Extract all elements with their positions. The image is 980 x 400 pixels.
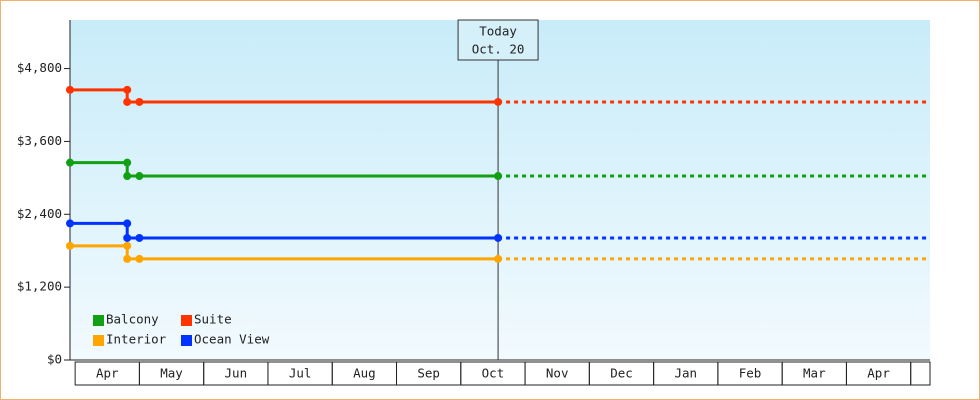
point	[494, 233, 503, 242]
today-date: Oct. 20	[472, 42, 525, 57]
point	[66, 241, 74, 250]
point	[494, 172, 503, 181]
point	[123, 97, 132, 106]
point	[123, 219, 132, 228]
x-tick-label: Jul	[289, 366, 312, 381]
x-tick-label: Sep	[417, 366, 440, 381]
point	[66, 158, 74, 167]
x-tick-label: May	[160, 366, 183, 381]
legend-label: Suite	[194, 312, 232, 327]
y-tick-label: $3,600	[17, 133, 62, 148]
x-tick-label: Apr	[867, 366, 890, 381]
point	[135, 172, 144, 181]
x-tick-label: Aug	[353, 366, 376, 381]
x-tick-label: Nov	[546, 366, 569, 381]
point	[123, 254, 132, 263]
today-box	[457, 19, 539, 61]
legend-label: Ocean View	[194, 332, 270, 347]
x-tick-label: Feb	[739, 366, 762, 381]
legend-swatch	[181, 315, 192, 326]
legend-swatch	[93, 335, 104, 346]
legend-label: Interior	[106, 332, 167, 347]
point	[66, 219, 74, 228]
point	[123, 85, 132, 94]
legend-swatch	[93, 315, 104, 326]
x-tick-label: Oct	[482, 366, 505, 381]
x-tick-label: Jun	[225, 366, 248, 381]
point	[494, 97, 503, 106]
legend-label: Balcony	[106, 312, 159, 327]
point	[135, 254, 144, 263]
point	[135, 233, 144, 242]
point	[135, 97, 144, 106]
point	[123, 172, 132, 181]
point	[494, 254, 503, 263]
x-tick-label: Mar	[803, 366, 826, 381]
y-tick-label: $1,200	[17, 279, 62, 294]
legend-swatch	[181, 335, 192, 346]
x-tick-label: Dec	[610, 366, 633, 381]
point	[123, 233, 132, 242]
point	[66, 85, 74, 94]
y-tick-label: $2,400	[17, 206, 62, 221]
plot-area	[70, 20, 930, 360]
point	[123, 158, 132, 167]
y-tick-label: $0	[47, 352, 62, 367]
x-tick-label: Jan	[674, 366, 697, 381]
point	[123, 241, 132, 250]
y-tick-label: $4,800	[17, 60, 62, 75]
today-label: Today	[479, 24, 517, 39]
month-box	[910, 361, 931, 386]
x-tick-label: Apr	[96, 366, 119, 381]
